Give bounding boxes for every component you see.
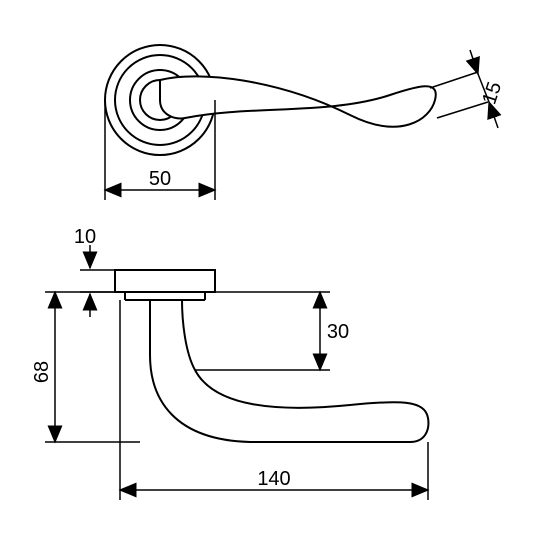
dim-10-label: 10 [74,226,96,248]
dim-10-group [80,245,115,317]
dim-50-label: 50 [149,168,171,190]
dim-68-label: 68 [31,361,53,383]
technical-drawing: 50 15 10 [0,0,551,551]
dim-30-group [195,292,330,370]
dim-68-group [45,292,140,442]
dim-30-label: 30 [327,321,349,343]
dim-140-label: 140 [257,468,290,490]
rose-side [115,270,215,300]
lever-side [150,300,428,442]
top-view: 50 15 [105,45,506,200]
side-view: 10 68 30 140 [31,226,428,500]
